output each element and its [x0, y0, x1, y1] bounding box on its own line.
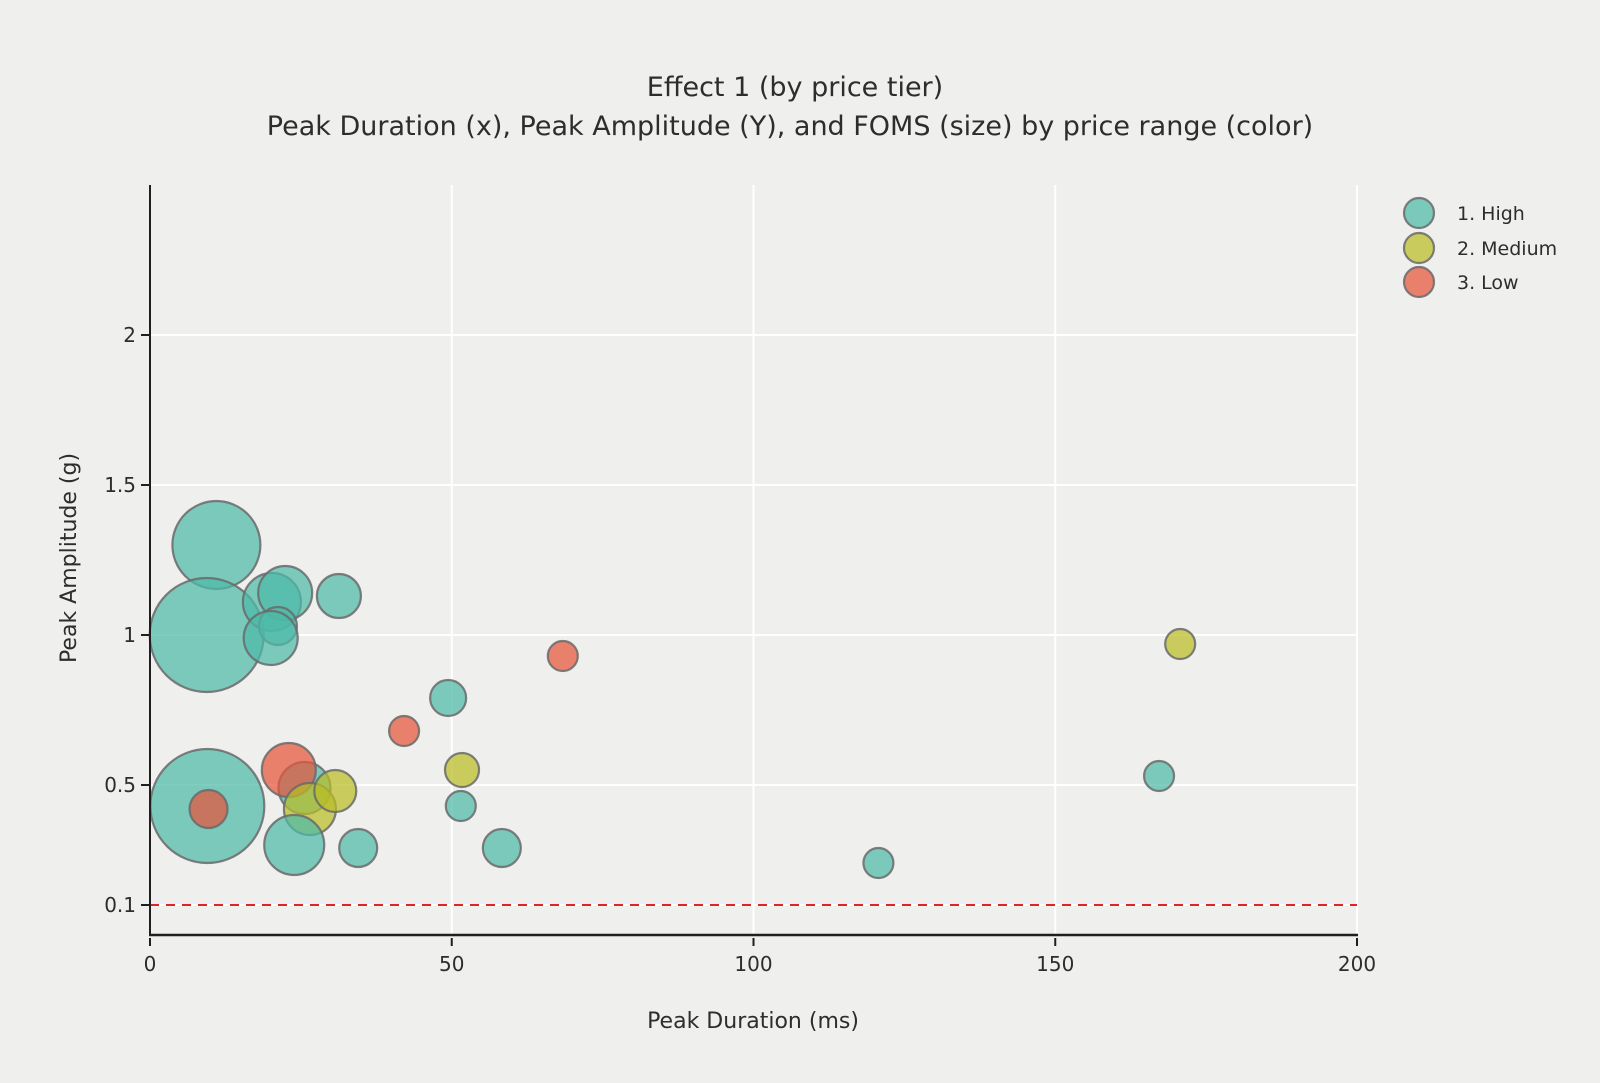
bubble-low — [387, 714, 421, 748]
legend-swatch-low-icon — [1402, 265, 1436, 299]
y-tick-label: 1 — [123, 623, 136, 647]
bubble-high — [429, 678, 468, 718]
bubble-low — [188, 788, 229, 830]
bubble-high — [263, 813, 326, 877]
y-axis-label: Peak Amplitude (g) — [57, 453, 82, 663]
x-tick-label: 0 — [144, 952, 157, 976]
x-tick-label: 50 — [439, 952, 464, 976]
bubble-medium — [443, 751, 481, 789]
bubble-high — [481, 827, 522, 869]
bubble-low — [546, 639, 579, 673]
chart-subtitle: Peak Duration (x), Peak Amplitude (Y), a… — [267, 111, 1313, 142]
axes-layer — [141, 185, 1358, 946]
x-tick-label: 200 — [1338, 952, 1376, 976]
tick-labels-layer: 0 50 100 150 200 0.1 0.5 1 1.5 2 — [104, 323, 1376, 976]
x-axis-label: Peak Duration (ms) — [647, 1009, 859, 1034]
x-tick-label: 100 — [734, 952, 772, 976]
legend-swatch-medium-icon — [1402, 231, 1436, 265]
bubble-medium — [1164, 627, 1197, 661]
bubble-high — [444, 789, 477, 823]
legend-label-high: 1. High — [1457, 203, 1525, 225]
y-tick-label: 0.1 — [104, 893, 136, 917]
bubble-high — [338, 827, 379, 869]
legend-label-low: 3. Low — [1457, 272, 1519, 294]
bubble-high — [242, 609, 299, 667]
bubbles-layer — [148, 499, 1197, 880]
bubble-high — [171, 499, 262, 591]
legend-item-low: 3. Low — [1402, 265, 1519, 299]
bubble-high — [862, 846, 895, 880]
legend-item-medium: 2. Medium — [1402, 231, 1557, 265]
bubble-medium — [313, 768, 358, 814]
y-tick-label: 2 — [123, 323, 136, 347]
legend-label-medium: 2. Medium — [1457, 238, 1557, 260]
y-tick-label: 0.5 — [104, 773, 136, 797]
x-tick-label: 150 — [1036, 952, 1074, 976]
bubble-high — [315, 572, 362, 620]
legend-swatch-high-icon — [1402, 196, 1436, 230]
legend-item-high: 1. High — [1402, 196, 1525, 230]
legend: 1. High 2. Medium 3. Low — [1402, 196, 1557, 299]
y-tick-label: 1.5 — [104, 473, 136, 497]
bubble-high — [1142, 759, 1176, 793]
chart-title: Effect 1 (by price tier) — [647, 72, 943, 103]
